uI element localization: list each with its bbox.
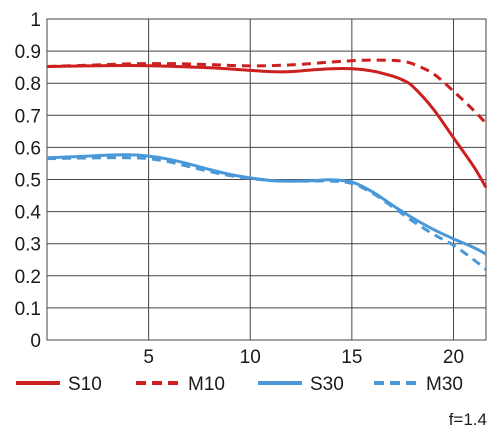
axis-tick-labels: 00.10.20.30.40.50.60.70.80.915 10 15 20 [15, 10, 464, 368]
x-tick-label: 5 [143, 347, 154, 368]
y-tick-label: 0.7 [15, 106, 41, 127]
x-tick-label: 10 [240, 347, 261, 368]
y-tick-label: 0 [30, 331, 41, 352]
y-tick-label: 0.1 [15, 299, 41, 320]
y-tick-label: 0.4 [15, 203, 42, 224]
series-line-m30 [46, 156, 487, 271]
legend-label-m30: M30 [426, 374, 463, 395]
series-line-m10 [46, 58, 488, 125]
y-tick-label: 0.3 [15, 235, 41, 256]
y-tick-label: 0.5 [15, 171, 41, 192]
legend-label-s30: S30 [310, 374, 344, 395]
y-tick-label: 0.6 [15, 138, 41, 159]
legend-label-s10: S10 [68, 374, 102, 395]
x-tick-label: 15 [341, 347, 362, 368]
y-tick-label: 1 [30, 10, 41, 31]
plot-frame [46, 18, 487, 341]
x-tick-label: 20 [443, 347, 464, 368]
legend: S10 M10 S30 M30 [16, 374, 463, 395]
series-line-s10 [46, 64, 488, 189]
plot-series [46, 58, 488, 271]
y-tick-label: 0.9 [15, 42, 41, 63]
series-line-s30 [46, 153, 487, 256]
y-tick-label: 0.8 [15, 74, 41, 95]
legend-label-m10: M10 [188, 374, 225, 395]
aperture-annotation: f=1.4 [449, 410, 487, 429]
y-tick-label: 0.2 [15, 267, 41, 288]
